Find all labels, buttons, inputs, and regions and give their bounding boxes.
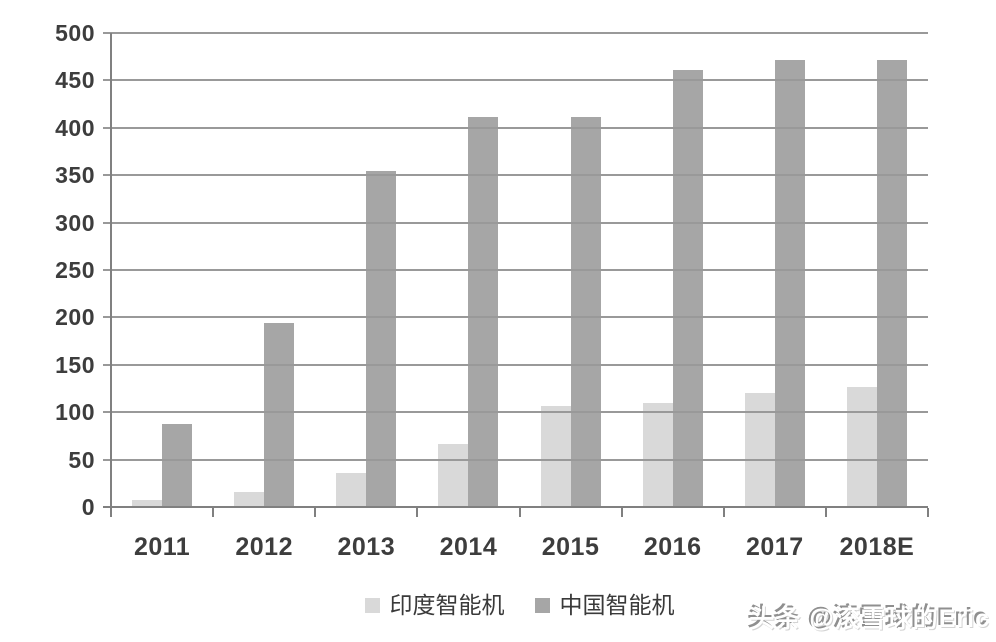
bar-印度智能机-2013 <box>336 473 367 507</box>
gridline-150 <box>103 363 928 366</box>
bar-中国智能机-2013 <box>366 171 397 507</box>
gridline-400 <box>103 126 928 129</box>
y-tick-label-100: 100 <box>55 399 95 426</box>
y-tick-label-150: 150 <box>55 351 95 378</box>
x-tick-label-2016: 2016 <box>643 533 702 561</box>
bar-印度智能机-2011 <box>132 500 163 507</box>
y-tick-label-350: 350 <box>55 162 95 189</box>
gridline-300 <box>103 221 928 224</box>
y-axis-tick-labels: 0 50 100 150 200 250 300 350 400 450 500 <box>0 20 95 520</box>
y-tick-label-300: 300 <box>55 209 95 236</box>
y-tick-label-0: 0 <box>81 494 95 520</box>
y-tick-label-50: 50 <box>68 446 95 473</box>
gridline-250 <box>103 269 928 271</box>
legend-label-india: 印度智能机 <box>389 592 505 618</box>
x-tick-label-2017: 2017 <box>746 533 804 561</box>
y-tick-label-450: 450 <box>55 67 95 94</box>
x-tick-label-2013: 2013 <box>337 533 396 561</box>
x-axis-tick <box>722 508 725 517</box>
x-tick-label-2018E: 2018E <box>839 533 915 561</box>
bar-中国智能机-2014 <box>468 117 499 507</box>
bar-中国智能机-2015 <box>570 117 601 507</box>
x-axis-tick <box>927 508 929 517</box>
gridline-100 <box>103 411 928 414</box>
gridline-350 <box>103 174 928 177</box>
x-axis-tick <box>620 508 623 517</box>
bar-中国智能机-2016 <box>672 70 703 507</box>
legend-item-china: 中国智能机 <box>534 592 675 618</box>
x-tick-label-2014: 2014 <box>439 533 498 561</box>
bar-中国智能机-2018E <box>876 60 907 507</box>
x-axis-tick-labels: 2011 2012 2013 2014 2015 2016 2017 2018E <box>111 531 928 565</box>
x-axis-tick <box>212 508 215 517</box>
x-axis-tick <box>518 508 521 517</box>
legend-swatch-india <box>364 597 380 613</box>
bar-印度智能机-2014 <box>438 444 469 507</box>
gridline-500 <box>103 32 928 34</box>
plot-area <box>103 32 929 517</box>
bar-印度智能机-2012 <box>234 492 265 507</box>
bar-中国智能机-2012 <box>264 323 295 507</box>
x-axis-tick <box>110 508 112 517</box>
bar-印度智能机-2018E <box>846 387 877 507</box>
bar-印度智能机-2016 <box>642 403 673 507</box>
watermark: 头条 @滚雪球的Eric <box>749 605 990 633</box>
bar-中国智能机-2017 <box>774 60 805 507</box>
x-axis-tick <box>416 508 419 517</box>
gridline-450 <box>103 79 928 82</box>
y-tick-label-200: 200 <box>55 304 95 331</box>
x-tick-label-2011: 2011 <box>133 533 191 561</box>
gridline-200 <box>103 316 928 319</box>
x-axis-line <box>103 506 928 508</box>
x-axis-tick <box>314 508 317 517</box>
y-tick-label-500: 500 <box>55 20 95 46</box>
legend-item-india: 印度智能机 <box>364 592 505 618</box>
gridline-50 <box>103 458 928 461</box>
y-axis-line <box>110 33 112 517</box>
bar-印度智能机-2015 <box>540 406 571 507</box>
x-axis-tick <box>824 508 827 517</box>
legend-swatch-china <box>534 597 550 613</box>
y-tick-label-250: 250 <box>55 257 95 283</box>
chart-legend: 印度智能机 中国智能机 <box>111 592 928 618</box>
y-tick-label-400: 400 <box>55 114 95 141</box>
x-tick-label-2015: 2015 <box>541 533 600 561</box>
bar-中国智能机-2011 <box>162 424 193 507</box>
bar-印度智能机-2017 <box>744 393 775 507</box>
x-tick-label-2012: 2012 <box>235 533 293 561</box>
legend-label-china: 中国智能机 <box>559 592 675 618</box>
